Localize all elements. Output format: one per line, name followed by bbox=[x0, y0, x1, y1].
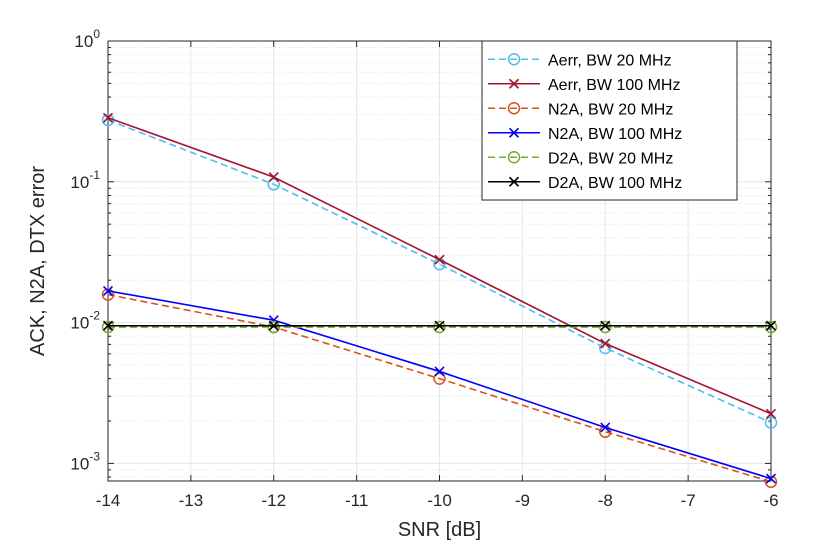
series-line bbox=[107, 293, 772, 483]
data-point bbox=[101, 320, 115, 334]
y-tick-label-base: 10 bbox=[70, 314, 89, 333]
marker-stroke bbox=[268, 172, 279, 183]
legend-item: D2A, BW 100 MHz bbox=[488, 175, 682, 192]
marker-stroke bbox=[268, 320, 279, 331]
legend-item: N2A, BW 20 MHz bbox=[488, 101, 673, 118]
y-tick-label-exponent: 0 bbox=[93, 27, 100, 41]
legend-label: Aerr, BW 100 MHz bbox=[548, 77, 680, 94]
series-5 bbox=[102, 320, 777, 331]
series-line bbox=[107, 119, 772, 424]
y-tick-label-exponent: -3 bbox=[89, 449, 100, 463]
data-point bbox=[434, 254, 445, 265]
y-tick-label-base: 10 bbox=[74, 32, 93, 51]
x-tick-label: -6 bbox=[763, 491, 778, 510]
legend-swatch-marker bbox=[507, 151, 521, 164]
legend-label: D2A, BW 100 MHz bbox=[548, 175, 682, 192]
legend-swatch-marker bbox=[508, 127, 520, 138]
data-point bbox=[434, 320, 445, 331]
series-1 bbox=[102, 112, 777, 419]
marker-stroke bbox=[600, 422, 611, 433]
marker-stroke bbox=[508, 78, 520, 89]
data-point bbox=[600, 422, 611, 433]
legend-label: D2A, BW 20 MHz bbox=[548, 150, 673, 167]
data-point bbox=[600, 338, 611, 349]
marker-stroke bbox=[508, 127, 520, 138]
data-point bbox=[101, 288, 115, 301]
data-point bbox=[764, 475, 778, 489]
marker-stroke bbox=[600, 338, 611, 349]
legend: Aerr, BW 20 MHz Aerr, BW 100 MHz N2A, BW 2… bbox=[481, 40, 738, 201]
marker-stroke bbox=[102, 285, 114, 296]
data-point bbox=[268, 172, 279, 183]
data-point bbox=[765, 408, 777, 419]
data-point bbox=[102, 320, 114, 331]
x-tick-label: -8 bbox=[598, 491, 613, 510]
data-point bbox=[765, 473, 777, 484]
y-tick-label-base: 10 bbox=[70, 173, 89, 192]
legend-item: Aerr, BW 20 MHz bbox=[488, 52, 672, 69]
data-point bbox=[434, 366, 445, 377]
marker-stroke bbox=[765, 473, 777, 484]
x-tick-label: -10 bbox=[427, 491, 452, 510]
legend-item: D2A, BW 20 MHz bbox=[488, 150, 673, 167]
y-tick-label: 100 bbox=[74, 27, 100, 51]
marker-stroke bbox=[434, 366, 445, 377]
x-tick-label: -14 bbox=[96, 491, 121, 510]
marker-stroke bbox=[102, 112, 114, 123]
data-point bbox=[764, 416, 778, 429]
x-tick-label: -11 bbox=[345, 491, 368, 510]
y-tick-label: 10-3 bbox=[70, 449, 100, 473]
data-point bbox=[433, 372, 446, 385]
data-point bbox=[102, 285, 114, 296]
x-tick-label: -9 bbox=[515, 491, 530, 510]
legend-items: Aerr, BW 20 MHz Aerr, BW 100 MHz N2A, BW 2… bbox=[488, 52, 682, 192]
y-tick-label: 10-1 bbox=[70, 168, 100, 192]
legend-swatch-marker bbox=[508, 78, 520, 89]
marker-stroke bbox=[765, 320, 777, 331]
y-tick-label-exponent: -1 bbox=[89, 168, 100, 182]
legend-item: N2A, BW 100 MHz bbox=[488, 126, 682, 143]
data-point bbox=[764, 320, 778, 334]
data-point bbox=[600, 320, 611, 331]
x-tick-label: -7 bbox=[681, 491, 696, 510]
series-layer bbox=[101, 112, 778, 489]
data-point bbox=[267, 320, 280, 334]
data-point bbox=[765, 320, 777, 331]
data-point bbox=[267, 178, 280, 191]
x-axis-title: SNR [dB] bbox=[398, 519, 481, 541]
legend-label: Aerr, BW 20 MHz bbox=[548, 52, 672, 69]
marker-stroke bbox=[102, 320, 114, 331]
y-tick-label-base: 10 bbox=[70, 454, 89, 473]
legend-box bbox=[481, 40, 738, 201]
marker-stroke bbox=[434, 320, 445, 331]
x-tick-labels: -14 -13 -12 -11 -10 -9 -8 -7 -6 bbox=[96, 491, 779, 510]
y-tick-label: 10-2 bbox=[70, 309, 100, 333]
series-3 bbox=[102, 285, 777, 484]
data-point bbox=[268, 320, 279, 331]
legend-label: N2A, BW 100 MHz bbox=[548, 126, 682, 143]
x-tick-label: -13 bbox=[179, 491, 204, 510]
data-point bbox=[599, 425, 612, 438]
marker-stroke bbox=[434, 254, 445, 265]
legend-swatch-marker bbox=[507, 53, 521, 66]
legend-item: Aerr, BW 100 MHz bbox=[488, 77, 680, 94]
data-point bbox=[599, 320, 612, 334]
marker-stroke bbox=[508, 176, 520, 187]
y-tick-label-exponent: -2 bbox=[89, 309, 100, 323]
x-tick-label: -12 bbox=[261, 491, 286, 510]
legend-swatch-marker bbox=[507, 102, 521, 115]
legend-label: N2A, BW 20 MHz bbox=[548, 101, 673, 118]
legend-swatch-marker bbox=[508, 176, 520, 187]
data-point bbox=[102, 112, 114, 123]
series-0 bbox=[101, 113, 778, 429]
data-point bbox=[433, 320, 446, 334]
marker-stroke bbox=[600, 320, 611, 331]
series-4 bbox=[101, 320, 778, 334]
y-axis-title: ACK, N2A, DTX error bbox=[27, 166, 49, 356]
marker-stroke bbox=[765, 408, 777, 419]
